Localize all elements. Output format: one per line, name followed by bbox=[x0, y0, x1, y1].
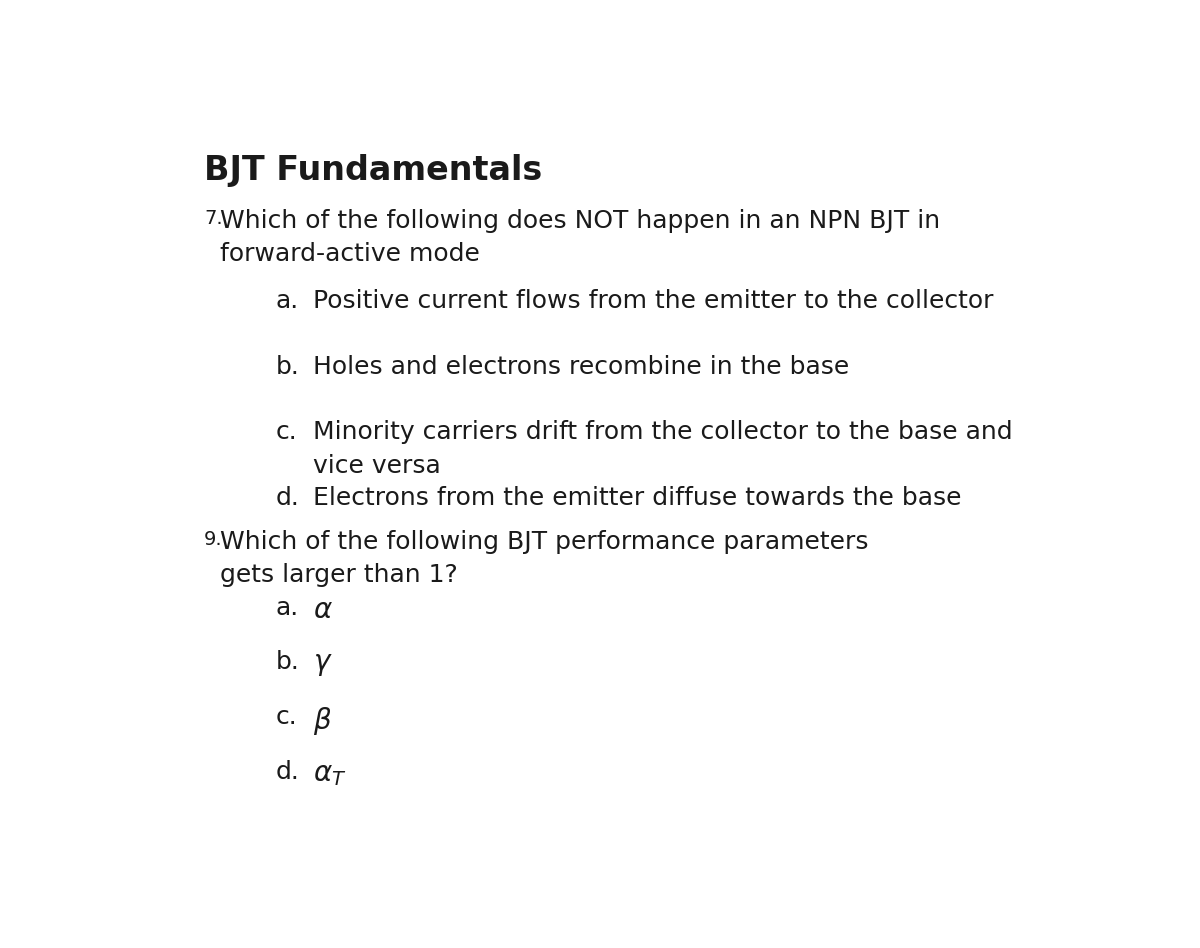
Text: $\alpha$: $\alpha$ bbox=[313, 595, 332, 624]
Text: Minority carriers drift from the collector to the base and
vice versa: Minority carriers drift from the collect… bbox=[313, 420, 1013, 478]
Text: Positive current flows from the emitter to the collector: Positive current flows from the emitter … bbox=[313, 289, 994, 313]
Text: 9.: 9. bbox=[204, 530, 222, 549]
Text: $\alpha_T$: $\alpha_T$ bbox=[313, 759, 347, 788]
Text: Which of the following BJT performance parameters
gets larger than 1?: Which of the following BJT performance p… bbox=[220, 530, 869, 588]
Text: c.: c. bbox=[276, 705, 298, 729]
Text: Which of the following does NOT happen in an NPN BJT in
forward-active mode: Which of the following does NOT happen i… bbox=[220, 209, 940, 266]
Text: 7.: 7. bbox=[204, 209, 222, 228]
Text: c.: c. bbox=[276, 420, 298, 445]
Text: b.: b. bbox=[276, 355, 300, 378]
Text: d.: d. bbox=[276, 486, 300, 510]
Text: $\beta$: $\beta$ bbox=[313, 705, 331, 737]
Text: d.: d. bbox=[276, 759, 300, 784]
Text: a.: a. bbox=[276, 289, 299, 313]
Text: $\gamma$: $\gamma$ bbox=[313, 650, 332, 678]
Text: Electrons from the emitter diffuse towards the base: Electrons from the emitter diffuse towar… bbox=[313, 486, 961, 510]
Text: a.: a. bbox=[276, 595, 299, 620]
Text: Holes and electrons recombine in the base: Holes and electrons recombine in the bas… bbox=[313, 355, 850, 378]
Text: BJT Fundamentals: BJT Fundamentals bbox=[204, 154, 542, 187]
Text: b.: b. bbox=[276, 650, 300, 674]
